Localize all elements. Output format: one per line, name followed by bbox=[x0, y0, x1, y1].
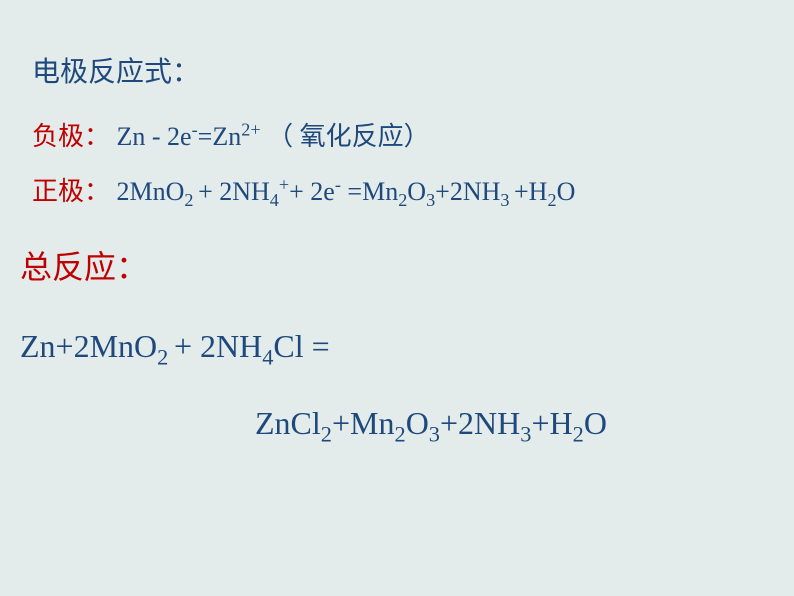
total-reaction-line1: Zn+2MnO2 + 2NH4Cl = bbox=[20, 328, 774, 365]
positive-electrode-line: 正极： 2MnO2 + 2NH4++ 2e- =Mn2O3+2NH3 +H2O bbox=[32, 171, 774, 208]
positive-label: 正极： bbox=[32, 177, 110, 206]
negative-note: （ 氧化反应） bbox=[267, 122, 430, 151]
section-title: 电极反应式： bbox=[32, 50, 774, 90]
negative-label: 负极： bbox=[32, 122, 110, 151]
slide-container: 电极反应式： 负极： Zn - 2e-=Zn2+ （ 氧化反应） 正极： 2Mn… bbox=[0, 0, 794, 596]
total-reaction-line2: ZnCl2+Mn2O3+2NH3+H2O bbox=[255, 405, 774, 442]
total-reaction-label: 总反应： bbox=[20, 242, 774, 288]
negative-equation: Zn - 2e-=Zn2+ bbox=[117, 122, 261, 151]
negative-electrode-line: 负极： Zn - 2e-=Zn2+ （ 氧化反应） bbox=[32, 116, 774, 153]
positive-equation: 2MnO2 + 2NH4++ 2e- =Mn2O3+2NH3 +H2O bbox=[117, 177, 576, 206]
